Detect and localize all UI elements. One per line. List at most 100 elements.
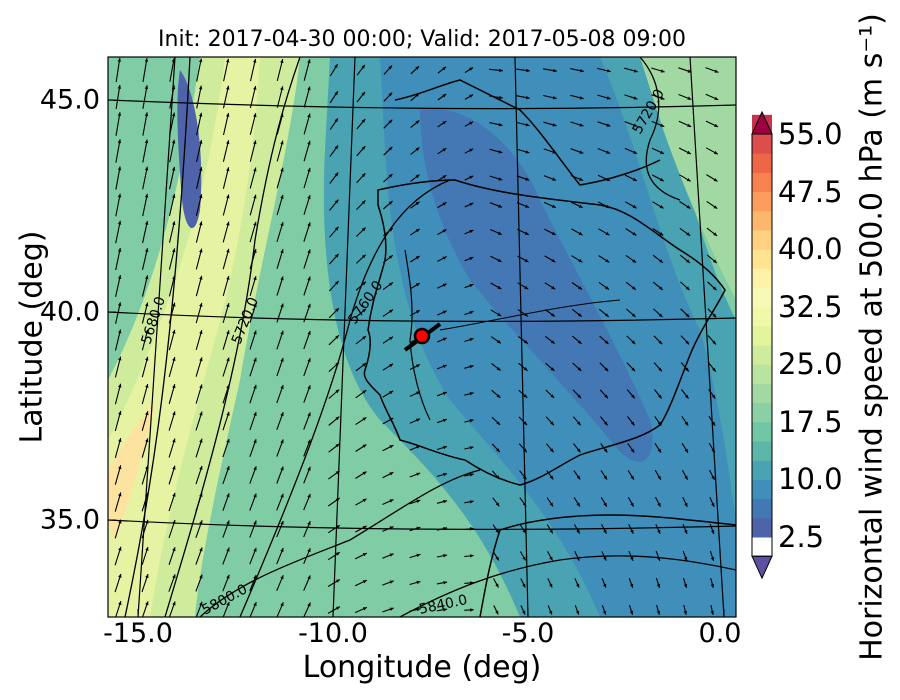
wind-arrow-head <box>388 255 393 259</box>
wind-arrow-head <box>602 610 607 615</box>
wind-arrow-head <box>145 302 149 307</box>
wind-arrow-head <box>578 204 583 208</box>
wind-arrow-head <box>226 276 230 280</box>
wind-arrow <box>222 194 230 216</box>
wind-arrow-head <box>334 118 338 123</box>
wind-arrow-head <box>335 416 340 421</box>
wind-arrow-head <box>606 69 611 73</box>
wind-arrow-head <box>552 123 557 127</box>
wind-arrow-head <box>657 529 661 534</box>
wind-arrow-head <box>605 259 610 263</box>
wind-arrow-head <box>172 357 176 361</box>
wind-arrow-head <box>416 607 421 612</box>
wind-arrow-head <box>199 302 203 307</box>
y-tick-label: 40.0 <box>39 296 100 328</box>
wind-arrow-head <box>226 466 230 471</box>
wind-arrow-head <box>362 417 367 421</box>
wind-arrow-head <box>579 96 584 100</box>
wind-arrow-head <box>280 493 284 498</box>
wind-arrow-head <box>253 384 257 389</box>
wind-arrow-head <box>496 367 501 371</box>
wind-arrow <box>276 86 284 108</box>
colorbar-bin <box>752 249 772 269</box>
wind-arrow-head <box>523 340 528 344</box>
colorbar-bin <box>752 383 772 404</box>
wind-arrow-head <box>335 552 340 556</box>
wind-arrow-head <box>144 58 149 62</box>
wind-arrow-head <box>118 356 122 361</box>
wind-arrow-head <box>470 554 474 558</box>
wind-arrow-head <box>606 123 611 127</box>
wind-arrow-head <box>603 475 607 480</box>
wind-arrow-head <box>280 167 284 172</box>
wind-arrow-head <box>525 123 530 127</box>
wind-arrow-head <box>335 335 339 339</box>
wind-arrow-head <box>522 475 527 480</box>
colorbar-bin <box>752 345 772 365</box>
wind-arrow-head <box>443 608 448 612</box>
wind-arrow-head <box>172 601 176 606</box>
wind-arrow <box>142 139 148 163</box>
wind-arrow <box>222 112 230 136</box>
wind-arrow-head <box>253 249 257 253</box>
wind-arrow-head <box>551 204 556 208</box>
wind-arrow-head <box>280 249 284 254</box>
wind-arrow-head <box>226 357 230 362</box>
wind-arrow <box>222 140 230 162</box>
y-tick-label: 45.0 <box>39 84 100 116</box>
wind-arrow-head <box>335 362 340 367</box>
wind-arrow-head <box>145 465 149 470</box>
wind-arrow-head <box>307 113 311 118</box>
wind-arrow-head <box>605 231 610 236</box>
wind-arrow-head <box>389 390 394 395</box>
wind-arrow <box>223 58 229 82</box>
wind-arrow-head <box>576 448 581 453</box>
wind-arrow-head <box>334 226 339 231</box>
wind-arrow-head <box>253 113 257 118</box>
wind-arrow-head <box>495 556 499 561</box>
wind-arrow-head <box>524 258 529 262</box>
wind-arrow-head <box>684 448 688 453</box>
wind-arrow-head <box>253 412 257 416</box>
wind-arrow-head <box>686 259 690 263</box>
wind-arrow-head <box>199 248 203 253</box>
wind-arrow-head <box>658 313 663 318</box>
wind-arrow-head <box>335 525 340 529</box>
wind-arrow-head <box>629 583 634 588</box>
wind-arrow-head <box>253 602 257 607</box>
wind-arrow-head <box>307 167 311 172</box>
wind-arrow-head <box>630 529 634 534</box>
wind-arrow-head <box>442 66 447 71</box>
wind-arrow-head <box>552 150 557 154</box>
wind-arrow-head <box>307 358 311 363</box>
wind-arrow-head <box>334 64 338 69</box>
wind-arrow-head <box>117 275 122 279</box>
wind-arrow-head <box>416 580 421 585</box>
wind-arrow-head <box>683 611 687 615</box>
wind-arrow-head <box>172 465 176 470</box>
wind-arrow-head <box>199 411 203 416</box>
wind-arrow-head <box>362 390 367 394</box>
wind-arrow-head <box>226 303 230 308</box>
wind-arrow-head <box>522 583 526 588</box>
wind-arrow-head <box>578 231 583 236</box>
wind-arrow-head <box>253 439 257 444</box>
wind-arrow-head <box>495 502 500 507</box>
wind-arrow-head <box>576 529 580 534</box>
wind-arrow-head <box>632 286 636 290</box>
wind-arrow-head <box>469 148 474 152</box>
wind-arrow-head <box>145 519 149 524</box>
wind-arrow-head <box>469 257 474 261</box>
wind-arrow <box>195 166 203 190</box>
wind-arrow-head <box>631 313 636 317</box>
wind-arrow-head <box>579 123 584 127</box>
wind-arrow-head <box>604 421 608 426</box>
wind-arrow-head <box>549 502 553 507</box>
map-area: 5680.0 5720.0 5760.0 5800.0 5840.0 5720.… <box>108 57 736 617</box>
wind-arrow-head <box>415 256 420 260</box>
wind-arrow-head <box>630 502 634 507</box>
border-portugal <box>404 249 431 421</box>
wind-arrow-head <box>550 367 555 371</box>
wind-arrow-head <box>525 177 530 181</box>
wind-arrow-head <box>578 258 583 263</box>
